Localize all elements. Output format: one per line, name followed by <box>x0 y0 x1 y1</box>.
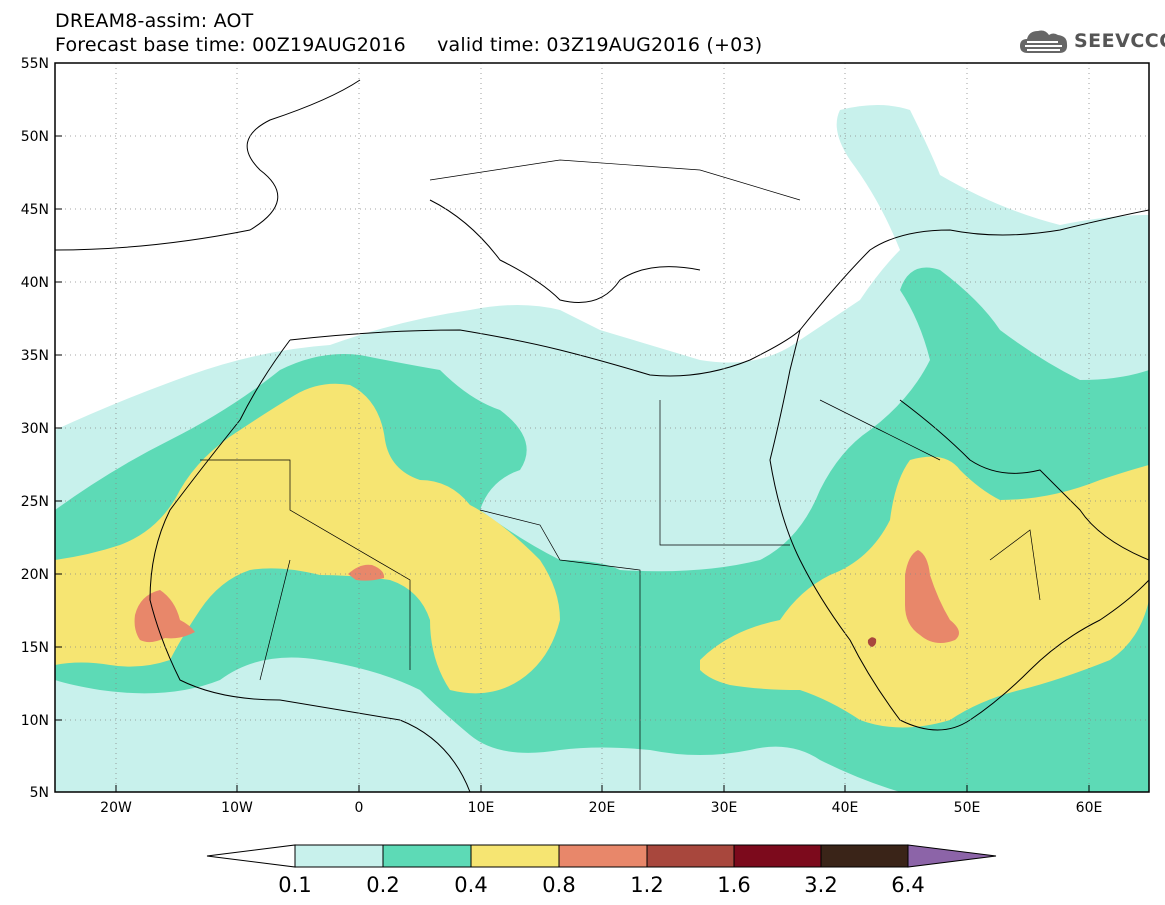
colorbar-segment <box>470 844 560 868</box>
lon-label: 0 <box>355 800 364 816</box>
lat-label: 45N <box>21 202 49 218</box>
colorbar <box>206 844 997 868</box>
colorbar-label: 0.8 <box>542 873 575 897</box>
colorbar-labels: 0.1 0.2 0.4 0.8 1.2 1.6 3.2 6.4 <box>278 873 924 897</box>
lat-label: 10N <box>21 713 49 729</box>
country-borders <box>200 159 1041 790</box>
lon-label: 10E <box>468 800 495 816</box>
colorbar-segment <box>382 844 472 868</box>
colorbar-high-arrow <box>907 844 997 868</box>
logo-text: SEEVCCC <box>1074 30 1165 52</box>
colorbar-label: 0.4 <box>454 873 487 897</box>
lon-label: 60E <box>1076 800 1103 816</box>
map-title: DREAM8-assim: AOT <box>55 10 254 32</box>
aot-band-0.8-mali <box>348 564 385 581</box>
forecast-times: Forecast base time: 00Z19AUG2016 valid t… <box>55 34 762 56</box>
lon-label: 30E <box>711 800 738 816</box>
lat-label: 50N <box>21 129 49 145</box>
aot-band-0.8-arabia <box>905 550 959 644</box>
aot-band-0.4-west <box>55 383 560 694</box>
lat-label: 40N <box>21 275 49 291</box>
colorbar-segment <box>733 844 822 868</box>
axis-ticks <box>55 62 1090 793</box>
lon-label: 20E <box>589 800 616 816</box>
colorbar-segment <box>558 844 648 868</box>
colorbar-label: 0.2 <box>366 873 399 897</box>
colorbar-label: 1.6 <box>717 873 750 897</box>
colorbar-segment <box>820 844 909 868</box>
aot-band-0.8-west <box>134 590 195 643</box>
valid-time: valid time: 03Z19AUG2016 (+03) <box>437 34 763 56</box>
longitude-labels: 20W 10W 0 10E 20E 30E 40E 50E 60E <box>100 800 1102 816</box>
colorbar-segment <box>646 844 735 868</box>
colorbar-label: 3.2 <box>804 873 837 897</box>
base-time: Forecast base time: 00Z19AUG2016 <box>55 34 406 56</box>
lat-label: 20N <box>21 567 49 583</box>
colorbar-label: 1.2 <box>630 873 663 897</box>
lon-label: 40E <box>832 800 859 816</box>
lat-label: 25N <box>21 494 49 510</box>
colorbar-segment <box>294 844 384 868</box>
colorbar-low-arrow <box>206 844 296 868</box>
colorbar-label: 0.1 <box>278 873 311 897</box>
latitude-labels: 55N 50N 45N 40N 35N 30N 25N 20N 15N 10N … <box>21 56 49 801</box>
lat-label: 30N <box>21 421 49 437</box>
lat-label: 35N <box>21 348 49 364</box>
seevccc-logo: SEEVCCC <box>1018 26 1165 56</box>
colorbar-label: 6.4 <box>891 873 924 897</box>
aot-band-1.2-spot <box>867 637 877 647</box>
lat-label: 5N <box>30 785 49 801</box>
lat-label: 15N <box>21 640 49 656</box>
lat-label: 55N <box>21 56 49 72</box>
lon-label: 10W <box>221 800 253 816</box>
cloud-icon <box>1020 30 1068 53</box>
lon-label: 20W <box>100 800 132 816</box>
lon-label: 50E <box>954 800 981 816</box>
coastlines <box>55 79 1149 792</box>
